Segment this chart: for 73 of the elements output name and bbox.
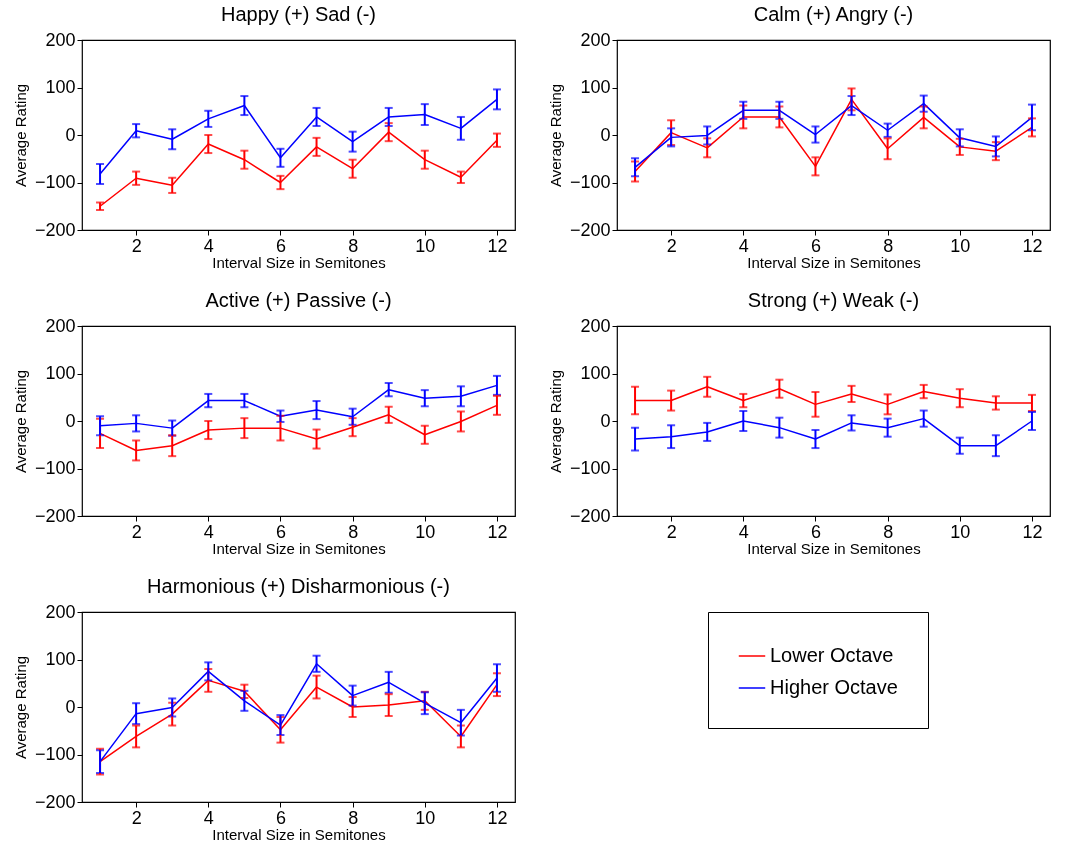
x-tick-label: 6 <box>275 807 286 828</box>
x-tick-label: 10 <box>950 521 971 542</box>
y-tick-label: −200 <box>34 505 76 526</box>
x-tick-label: 2 <box>131 235 142 256</box>
x-tick-label: 10 <box>415 235 436 256</box>
x-tick-label: 8 <box>883 235 894 256</box>
y-tick-label: 0 <box>65 696 76 717</box>
x-tick-label: 8 <box>348 807 359 828</box>
x-tick-label: 4 <box>203 235 214 256</box>
x-tick-label: 4 <box>738 521 749 542</box>
y-tick-label: −100 <box>569 458 611 478</box>
y-tick-label: 200 <box>580 29 611 50</box>
legend-label: Lower Octave <box>770 644 894 666</box>
x-tick-label: 8 <box>348 235 359 256</box>
y-tick-label: 100 <box>45 649 76 669</box>
legend-label: Higher Octave <box>770 676 898 698</box>
x-tick-label: 12 <box>487 807 508 828</box>
x-axis-title: Interval Size in Semitones <box>747 253 921 271</box>
x-tick-label: 2 <box>666 235 677 256</box>
y-tick-label: −200 <box>569 219 611 240</box>
x-tick-label: 4 <box>203 521 214 542</box>
y-tick-label: −100 <box>34 172 76 192</box>
x-tick-label: 12 <box>1022 235 1043 256</box>
y-tick-label: 100 <box>580 77 611 97</box>
y-axis-title: Average Rating <box>11 83 29 188</box>
y-tick-label: 200 <box>580 315 611 336</box>
x-tick-label: 12 <box>487 235 508 256</box>
y-tick-label: −100 <box>569 172 611 192</box>
x-axis-title: Interval Size in Semitones <box>212 253 386 271</box>
x-tick-label: 2 <box>666 521 677 542</box>
x-tick-label: 12 <box>487 521 508 542</box>
x-axis-title: Interval Size in Semitones <box>212 539 386 557</box>
y-tick-label: 100 <box>45 77 76 97</box>
y-tick-label: −200 <box>569 505 611 526</box>
y-tick-label: 100 <box>45 363 76 383</box>
x-tick-label: 8 <box>883 521 894 542</box>
y-axis-title: Average Rating <box>11 369 29 474</box>
chart-title: Calm (+) Angry (-) <box>753 3 914 25</box>
y-tick-label: 0 <box>65 410 76 431</box>
x-tick-label: 6 <box>810 235 821 256</box>
chart-title: Active (+) Passive (-) <box>205 289 392 311</box>
y-tick-label: 0 <box>600 410 611 431</box>
y-tick-label: −100 <box>34 744 76 764</box>
x-tick-label: 10 <box>415 807 436 828</box>
x-tick-label: 6 <box>810 521 821 542</box>
x-axis-title: Interval Size in Semitones <box>212 825 386 843</box>
chart-title: Happy (+) Sad (-) <box>220 3 377 25</box>
y-tick-label: −200 <box>34 219 76 240</box>
y-tick-label: 200 <box>45 315 76 336</box>
y-tick-label: −200 <box>34 791 76 812</box>
line-series <box>99 679 498 763</box>
y-tick-label: 0 <box>600 124 611 145</box>
x-tick-label: 4 <box>203 807 214 828</box>
x-tick-label: 10 <box>415 521 436 542</box>
x-tick-label: 6 <box>275 235 286 256</box>
y-tick-label: 200 <box>45 29 76 50</box>
x-tick-label: 6 <box>275 521 286 542</box>
y-tick-label: 100 <box>580 363 611 383</box>
x-tick-label: 12 <box>1022 521 1043 542</box>
y-axis-title: Average Rating <box>11 655 29 760</box>
y-axis-title: Average Rating <box>546 83 564 188</box>
chart-title: Strong (+) Weak (-) <box>747 289 920 311</box>
x-tick-label: 4 <box>738 235 749 256</box>
y-tick-label: 0 <box>65 124 76 145</box>
y-tick-label: −100 <box>34 458 76 478</box>
y-axis-title: Average Rating <box>546 369 564 474</box>
y-tick-label: 200 <box>45 601 76 622</box>
x-tick-label: 10 <box>950 235 971 256</box>
x-tick-label: 8 <box>348 521 359 542</box>
chart-title: Harmonious (+) Disharmonious (-) <box>147 575 450 597</box>
x-axis-title: Interval Size in Semitones <box>747 539 921 557</box>
x-tick-label: 2 <box>131 807 142 828</box>
x-tick-label: 2 <box>131 521 142 542</box>
